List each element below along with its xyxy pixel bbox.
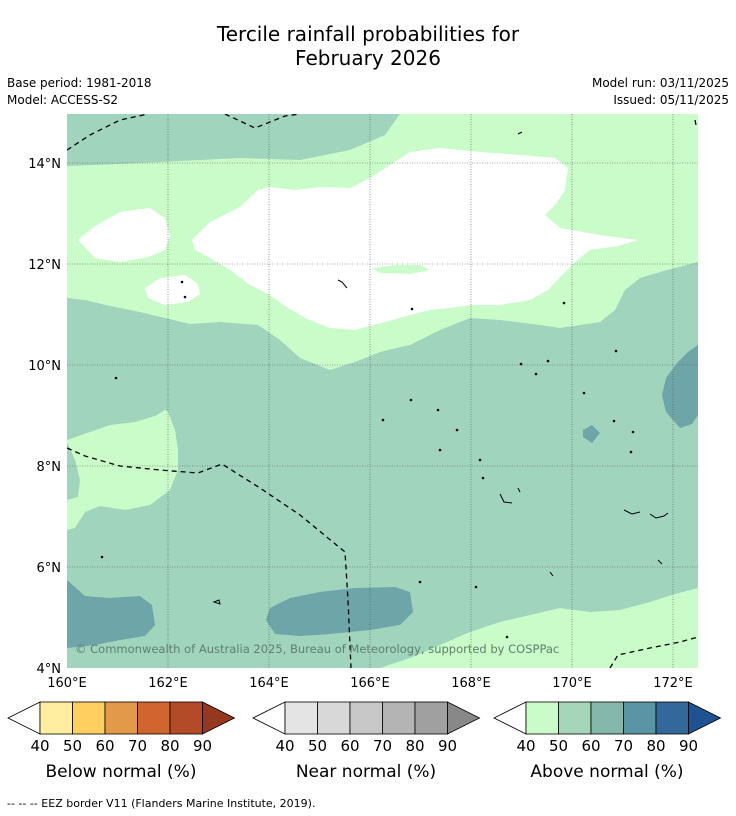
region-white-small	[145, 275, 200, 305]
colorbar-segment	[137, 701, 171, 735]
meta-left: Base period: 1981-2018 Model: ACCESS-S2	[7, 75, 152, 109]
colorbar-label-near: Near normal (%)	[295, 762, 437, 782]
lon-label: 172°E	[653, 676, 693, 691]
issued-date: Issued: 05/11/2025	[613, 93, 729, 107]
colorbar-label-above: Above normal (%)	[530, 762, 684, 782]
colorbar-segment	[169, 701, 203, 735]
colorbar-tick-label: 90	[193, 737, 212, 755]
island-marks	[100, 131, 669, 639]
colorbar-tick-label: 50	[63, 737, 82, 755]
title-line-1: Tercile rainfall probabilities for	[216, 22, 520, 46]
base-period: Base period: 1981-2018	[7, 76, 152, 90]
lat-axis: 14°N 12°N 10°N 8°N 6°N 4°N	[28, 157, 61, 677]
lon-label: 168°E	[451, 676, 491, 691]
colorbar-segment	[72, 701, 106, 735]
lat-label: 8°N	[37, 460, 62, 475]
copyright-notice: © Commonwealth of Australia 2025, Bureau…	[75, 642, 559, 656]
colorbar-above-normal: 40 50 60 70 80 90	[493, 701, 722, 755]
lon-label: 162°E	[148, 676, 188, 691]
lat-label: 14°N	[28, 157, 61, 172]
colorbar-min-triangle	[7, 701, 41, 735]
model-name: Model: ACCESS-S2	[7, 93, 119, 107]
title-line-2: February 2026	[295, 46, 441, 70]
colorbar-segment	[414, 701, 448, 735]
lat-label: 4°N	[37, 662, 62, 677]
colorbar-tick-label: 40	[516, 737, 535, 755]
colorbar-tick-label: 70	[614, 737, 633, 755]
map-title: Tercile rainfall probabilities for Febru…	[0, 22, 736, 70]
colorbar-tick-label: 70	[128, 737, 147, 755]
colorbar-segment	[655, 701, 689, 735]
region-light-green-sliver	[372, 265, 430, 274]
lat-label: 6°N	[37, 561, 62, 576]
colorbar-tick-label: 90	[438, 737, 457, 755]
colorbar-segment	[39, 701, 73, 735]
region-teal-left	[67, 580, 155, 648]
colorbar-segment	[558, 701, 592, 735]
lon-label: 170°E	[552, 676, 592, 691]
region-teal-center	[266, 587, 413, 636]
graticule	[67, 114, 698, 668]
colorbar-segment	[317, 701, 351, 735]
colorbar-segment	[382, 701, 416, 735]
region-light-green-lower-right	[380, 588, 698, 668]
colorbar-segment	[525, 701, 559, 735]
colorbar-max-triangle	[202, 701, 236, 735]
colorbar-max-triangle	[688, 701, 722, 735]
colorbar-below-normal: 40 50 60 70 80 90	[7, 701, 236, 755]
colorbar-label-below: Below normal (%)	[45, 762, 197, 782]
colorbar-tick-label: 60	[340, 737, 359, 755]
colorbar-tick-label: 50	[549, 737, 568, 755]
colorbar-min-triangle	[252, 701, 286, 735]
colorbar-segment	[104, 701, 138, 735]
colorbar-tick-label: 50	[308, 737, 327, 755]
colorbar-tick-label: 80	[160, 737, 179, 755]
colorbar-tick-label: 70	[373, 737, 392, 755]
region-light-green-lower-left	[67, 410, 178, 530]
colorbar-tick-label: 60	[581, 737, 600, 755]
model-run: Model run: 03/11/2025	[591, 76, 729, 90]
region-teal-small	[583, 425, 600, 443]
lon-axis: 160°E 162°E 164°E 166°E 168°E 170°E 172°…	[47, 676, 693, 691]
colorbar-tick-label: 40	[275, 737, 294, 755]
colorbar-tick-label: 60	[95, 737, 114, 755]
region-white-main	[192, 148, 638, 330]
map-plot-area[interactable]: © Commonwealth of Australia 2025, Bureau…	[67, 114, 698, 668]
meta-right: Model run: 03/11/2025 Issued: 05/11/2025	[592, 75, 729, 109]
region-teal-right	[662, 345, 698, 428]
lat-label: 10°N	[28, 359, 61, 374]
colorbar-near-normal: 40 50 60 70 80 90	[252, 701, 481, 755]
region-mid-green-left-patch	[67, 442, 80, 500]
eez-footnote: -- -- -- EEZ border V11 (Flanders Marine…	[7, 797, 316, 810]
colorbar-min-triangle	[493, 701, 527, 735]
colorbar-segment	[623, 701, 657, 735]
region-white-left	[78, 208, 170, 262]
eez-borders	[67, 114, 698, 668]
colorbar-tick-label: 80	[646, 737, 665, 755]
colorbar-segment	[590, 701, 624, 735]
colorbar-tick-label: 90	[679, 737, 698, 755]
lon-label: 160°E	[47, 676, 87, 691]
colorbar-segment	[284, 701, 318, 735]
lat-label: 12°N	[28, 258, 61, 273]
colorbar-max-triangle	[447, 701, 481, 735]
colorbar-segment	[349, 701, 383, 735]
lon-label: 166°E	[350, 676, 390, 691]
colorbar-tick-label: 80	[405, 737, 424, 755]
colorbar-tick-label: 40	[30, 737, 49, 755]
lon-label: 164°E	[249, 676, 289, 691]
